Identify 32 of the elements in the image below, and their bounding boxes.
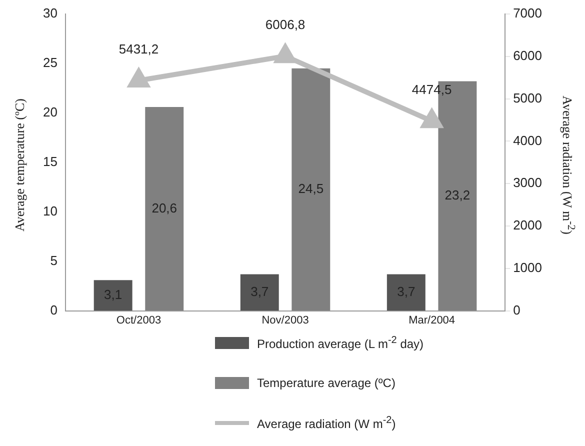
legend-label: Production average (L m$^{-2}$ day) — [257, 335, 424, 351]
y2-tick-label: 5000 — [513, 90, 542, 106]
y2-tick-label: 3000 — [513, 175, 542, 190]
y-tick-label: 25 — [42, 55, 58, 70]
y-tick-label: 15 — [42, 154, 58, 169]
bar — [94, 280, 132, 311]
y2-tick-label: 2000 — [513, 218, 542, 233]
y2-tick-label: 7000 — [513, 6, 542, 21]
bar — [145, 107, 184, 311]
data-label: 23,2 — [444, 188, 470, 203]
x-tick-label: Oct/2003 — [116, 314, 162, 326]
bar — [386, 274, 426, 311]
data-label: 24,5 — [298, 181, 324, 196]
y-tick-label: 10 — [42, 203, 58, 218]
y2-tick-label: 1000 — [513, 260, 542, 275]
data-label: 20,6 — [152, 200, 178, 216]
legend-label: Temperature average (ºC) — [257, 376, 396, 390]
y2-tick-label: 4000 — [513, 132, 542, 148]
bar — [292, 68, 330, 311]
x-tick-label: Mar/2004 — [408, 314, 456, 326]
y-tick-label: 20 — [42, 104, 58, 120]
y-axis-title: Average temperature (ºC) — [12, 98, 28, 232]
x-tick-label: Nov/2003 — [262, 314, 309, 326]
y2-tick-label: 0 — [513, 302, 520, 318]
bar — [240, 274, 279, 311]
y-tick-label: 0 — [50, 302, 58, 318]
data-label: 6006,8 — [265, 17, 306, 32]
data-label: 5431,2 — [118, 42, 159, 57]
y-tick-label: 5 — [50, 252, 58, 268]
y-tick-label: 30 — [42, 6, 58, 21]
legend-label: Average radiation (W m$^{-2}$) — [257, 415, 396, 431]
y2-tick-label: 6000 — [513, 48, 542, 63]
